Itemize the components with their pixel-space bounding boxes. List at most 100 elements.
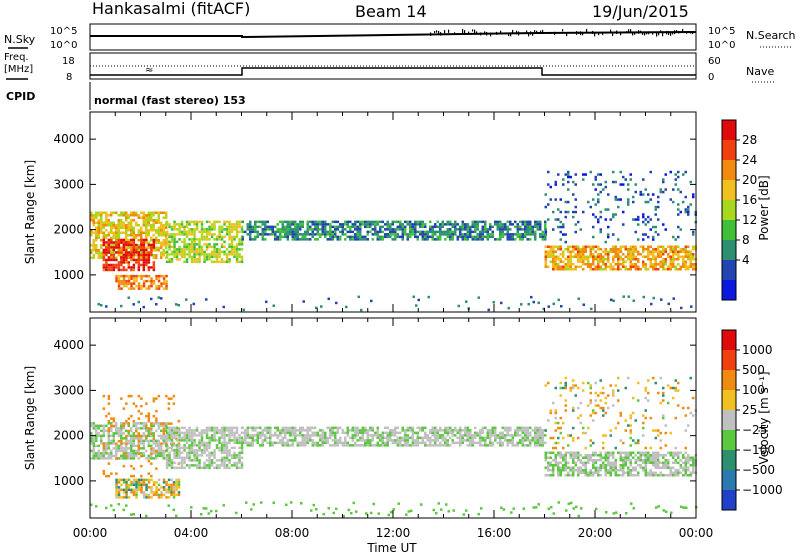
heatmap-cell	[127, 279, 131, 283]
heatmap-cell	[469, 444, 472, 447]
heatmap-cell	[644, 459, 647, 462]
heatmap-cell	[294, 220, 297, 224]
heatmap-cell	[112, 437, 115, 440]
heatmap-cell	[567, 260, 570, 263]
heatmap-cell	[180, 233, 184, 236]
heatmap-cell	[178, 461, 181, 465]
heatmap-cell	[667, 302, 670, 306]
heatmap-cell	[642, 469, 645, 472]
heatmap-cell	[679, 248, 682, 251]
heatmap-cell	[316, 444, 319, 447]
heatmap-cell	[142, 238, 146, 242]
heatmap-cell	[254, 235, 257, 239]
heatmap-cell	[309, 238, 312, 241]
heatmap-cell	[157, 221, 160, 224]
heatmap-cell	[107, 266, 111, 269]
heatmap-cell	[609, 248, 612, 251]
heatmap-cell	[634, 265, 637, 268]
heatmap-cell	[376, 238, 379, 241]
heatmap-cell	[652, 263, 655, 266]
heatmap-cell	[115, 447, 118, 450]
heatmap-cell	[391, 233, 394, 236]
heatmap-cell	[672, 265, 675, 268]
heatmap-cell	[102, 447, 106, 450]
heatmap-cell	[567, 255, 570, 258]
heatmap-cell	[572, 215, 575, 219]
heatmap-cell	[657, 454, 660, 457]
heatmap-cell	[135, 496, 138, 499]
heatmap-cell	[552, 474, 555, 477]
heatmap-cell	[524, 225, 527, 229]
heatmap-cell	[190, 243, 194, 246]
heatmap-cell	[150, 452, 153, 455]
heatmap-cell	[112, 258, 116, 262]
heatmap-cell	[531, 439, 534, 442]
heatmap-cell	[235, 431, 239, 435]
heatmap-cell	[137, 268, 141, 272]
heatmap-cell	[220, 235, 224, 239]
heatmap-cell	[684, 451, 687, 454]
heatmap-cell	[534, 444, 537, 447]
heatmap-cell	[614, 255, 617, 258]
noise-mark	[540, 30, 542, 33]
heatmap-cell	[165, 284, 168, 288]
heatmap-cell	[233, 238, 236, 241]
heatmap-cell	[276, 436, 279, 440]
heatmap-cell	[107, 214, 110, 217]
heatmap-cell	[157, 274, 161, 278]
heatmap-cell	[426, 436, 429, 440]
heatmap-cell	[607, 193, 610, 196]
heatmap-cell	[180, 464, 184, 467]
heatmap-cell	[230, 240, 234, 244]
heatmap-cell	[117, 457, 120, 460]
heatmap-cell	[170, 250, 174, 254]
heatmap-cell	[249, 223, 252, 226]
heatmap-cell	[135, 486, 138, 489]
heatmap-cell	[409, 235, 412, 239]
heatmap-cell	[674, 258, 677, 261]
heatmap-cell	[554, 421, 557, 425]
heatmap-cell	[614, 198, 617, 201]
heatmap-cell	[150, 297, 153, 301]
heatmap-cell	[125, 442, 128, 445]
heatmap-cell	[677, 456, 680, 459]
heatmap-cell	[344, 228, 347, 231]
heatmap-cell	[251, 238, 254, 241]
heatmap-cell	[449, 431, 452, 435]
heatmap-cell	[132, 229, 135, 232]
heatmap-cell	[157, 427, 160, 430]
heatmap-cell	[669, 198, 672, 201]
heatmap-cell	[140, 226, 143, 229]
heatmap-cell	[306, 220, 309, 224]
heatmap-cell	[238, 439, 241, 442]
heatmap-cell	[145, 241, 148, 244]
heatmap-cell	[220, 225, 224, 229]
heatmap-cell	[157, 478, 161, 482]
heatmap-cell	[559, 474, 562, 477]
heatmap-cell	[569, 250, 572, 253]
heatmap-cell	[549, 198, 552, 201]
heatmap-cell	[115, 488, 118, 492]
heatmap-cell	[394, 441, 397, 445]
heatmap-cell	[481, 439, 484, 442]
heatmap-cell	[203, 464, 206, 467]
heatmap-cell	[642, 263, 645, 266]
heatmap-cell	[687, 466, 690, 469]
heatmap-cell	[264, 233, 267, 236]
heatmap-cell	[291, 238, 294, 241]
heatmap-cell	[461, 233, 464, 236]
heatmap-cell	[218, 436, 221, 440]
heatmap-cell	[384, 235, 387, 239]
heatmap-cell	[639, 193, 642, 196]
heatmap-cell	[577, 456, 580, 459]
heatmap-cell	[203, 255, 206, 259]
heatmap-cell	[519, 439, 522, 442]
heatmap-cell	[324, 228, 327, 231]
heatmap-cell	[381, 431, 384, 435]
heatmap-cell	[549, 255, 552, 258]
heatmap-cell	[564, 456, 567, 459]
heatmap-cell	[411, 223, 414, 226]
heatmap-cell	[203, 429, 206, 432]
heatmap-cell	[137, 483, 141, 487]
heatmap-cell	[637, 474, 640, 477]
